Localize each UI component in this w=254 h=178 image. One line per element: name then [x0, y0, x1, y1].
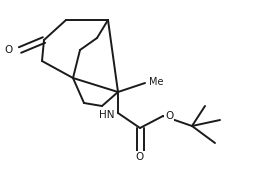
Text: HN: HN	[99, 110, 114, 120]
Text: O: O	[136, 152, 144, 162]
Text: O: O	[165, 111, 173, 121]
Text: Me: Me	[149, 77, 164, 87]
Text: O: O	[5, 45, 13, 55]
